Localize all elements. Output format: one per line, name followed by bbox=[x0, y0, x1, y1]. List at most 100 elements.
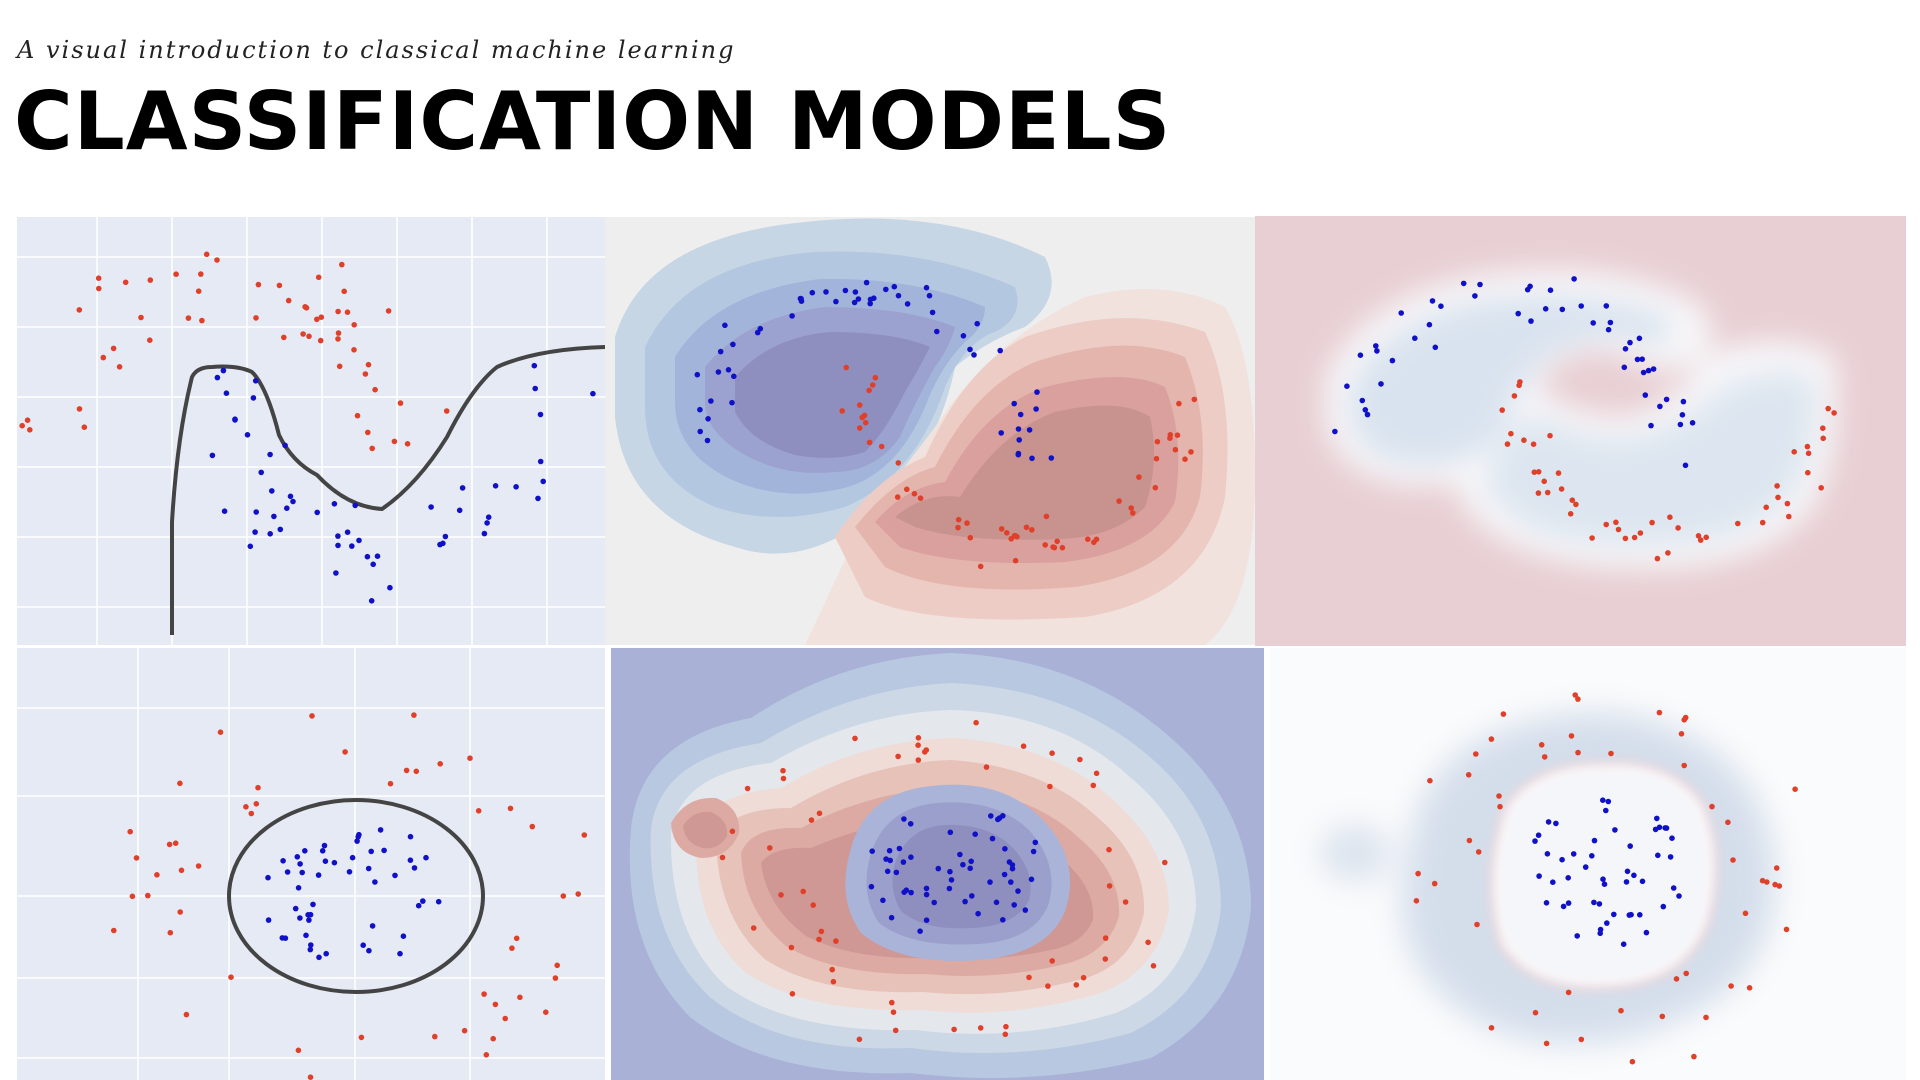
red-point bbox=[1555, 470, 1562, 476]
blue-point bbox=[1477, 281, 1483, 288]
red-point bbox=[1735, 520, 1741, 527]
blue-point bbox=[896, 845, 903, 852]
blue-point bbox=[962, 898, 968, 905]
blue-point bbox=[988, 813, 994, 819]
red-point bbox=[1703, 534, 1709, 541]
red-point bbox=[1511, 393, 1518, 399]
red-point bbox=[1003, 1023, 1009, 1030]
blue-point bbox=[1527, 283, 1533, 290]
blue-point bbox=[1542, 306, 1549, 312]
red-point bbox=[977, 563, 984, 570]
blue-point bbox=[1011, 400, 1017, 407]
red-point bbox=[385, 308, 392, 314]
blue-point bbox=[411, 865, 418, 871]
red-point bbox=[199, 317, 205, 324]
blue-point bbox=[1622, 346, 1629, 352]
blue-point bbox=[284, 505, 290, 512]
blue-point bbox=[883, 856, 889, 862]
red-point bbox=[915, 757, 922, 763]
blue-point bbox=[1600, 797, 1606, 803]
red-point bbox=[1427, 777, 1433, 784]
blue-point bbox=[1612, 827, 1618, 833]
red-point bbox=[1020, 743, 1027, 749]
blue-point bbox=[833, 298, 839, 305]
blue-point bbox=[1591, 899, 1597, 906]
blue-point bbox=[705, 416, 711, 422]
red-point bbox=[1622, 535, 1629, 542]
blue-point bbox=[456, 507, 463, 514]
blue-point bbox=[247, 543, 254, 550]
blue-point bbox=[1639, 356, 1645, 362]
blue-point bbox=[715, 369, 722, 375]
red-point bbox=[998, 526, 1005, 532]
red-point bbox=[1154, 438, 1161, 445]
blue-point bbox=[947, 829, 954, 836]
red-point bbox=[1541, 478, 1547, 485]
red-point bbox=[145, 892, 151, 899]
red-point bbox=[391, 438, 398, 445]
blue-point bbox=[1017, 411, 1024, 418]
moons-soft-margin-plot bbox=[1255, 216, 1906, 646]
blue-point bbox=[1565, 875, 1571, 881]
soft-region bbox=[1325, 269, 1838, 569]
blue-point bbox=[459, 485, 466, 491]
blue-point bbox=[967, 865, 973, 872]
red-point bbox=[1473, 751, 1479, 757]
red-point bbox=[892, 1027, 899, 1034]
blue-point bbox=[280, 858, 286, 864]
blue-point bbox=[1628, 911, 1634, 918]
blue-point bbox=[948, 877, 955, 883]
circles-ellipse-boundary-panel bbox=[17, 648, 605, 1080]
red-point bbox=[1106, 883, 1113, 889]
blue-point bbox=[717, 348, 724, 355]
red-point bbox=[198, 271, 204, 277]
decision-boundary bbox=[170, 345, 605, 635]
red-point bbox=[1649, 519, 1655, 526]
blue-point bbox=[1578, 303, 1584, 309]
blue-point bbox=[305, 912, 311, 918]
red-point bbox=[964, 520, 970, 526]
red-point bbox=[1831, 410, 1837, 416]
blue-point bbox=[364, 553, 371, 560]
blue-point bbox=[1460, 280, 1467, 287]
red-point bbox=[443, 408, 450, 414]
blue-point bbox=[1677, 421, 1684, 428]
blue-point bbox=[1570, 851, 1577, 857]
red-point bbox=[1746, 985, 1753, 991]
blue-point bbox=[1015, 451, 1022, 458]
blue-point bbox=[1432, 344, 1439, 351]
red-point bbox=[1122, 899, 1129, 905]
red-point bbox=[829, 966, 835, 973]
red-point bbox=[315, 274, 322, 281]
blue-point bbox=[904, 301, 911, 307]
blue-point bbox=[1008, 879, 1014, 885]
blue-point bbox=[852, 289, 859, 295]
blue-point bbox=[1648, 422, 1654, 429]
inner-blue-region bbox=[845, 784, 1071, 961]
blue-point bbox=[998, 430, 1004, 436]
red-point bbox=[154, 872, 160, 878]
blue-point bbox=[789, 313, 795, 319]
red-point bbox=[1073, 982, 1080, 988]
blue-point bbox=[1528, 318, 1534, 324]
blue-point bbox=[883, 286, 889, 293]
red-point bbox=[1589, 535, 1595, 541]
blue-point bbox=[798, 298, 805, 304]
red-point bbox=[1488, 1025, 1495, 1031]
red-point bbox=[253, 315, 259, 321]
blue-point bbox=[960, 861, 966, 868]
blue-point bbox=[368, 598, 375, 604]
plot-background bbox=[17, 217, 605, 645]
blue-point bbox=[302, 848, 308, 854]
blue-point bbox=[1603, 807, 1609, 814]
red-point bbox=[915, 742, 921, 748]
red-point bbox=[977, 1025, 984, 1031]
red-point bbox=[983, 764, 990, 770]
blue-point bbox=[1426, 321, 1433, 328]
blue-point bbox=[1657, 403, 1663, 410]
red-point bbox=[1191, 396, 1198, 403]
blue-point bbox=[209, 452, 216, 459]
blue-point bbox=[252, 529, 258, 535]
red-point bbox=[1023, 524, 1030, 531]
red-point bbox=[351, 347, 357, 353]
